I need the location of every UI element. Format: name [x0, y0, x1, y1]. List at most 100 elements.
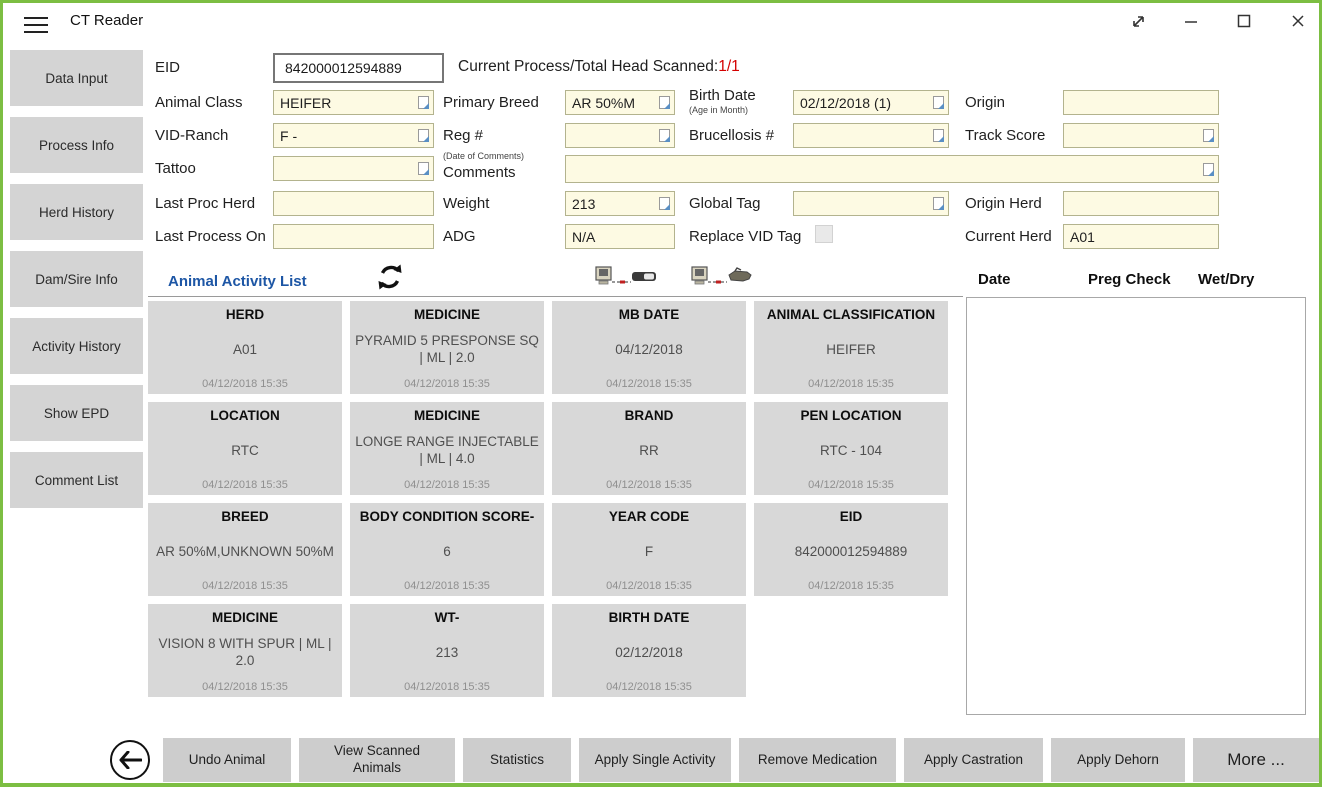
vid-ranch-label: VID-Ranch [155, 127, 229, 144]
activity-card[interactable]: PEN LOCATION RTC - 104 04/12/2018 15:35 [754, 402, 948, 495]
reg-num-label: Reg # [443, 127, 484, 144]
back-button[interactable] [110, 740, 150, 780]
more-button[interactable]: More ... [1193, 738, 1319, 782]
activity-card[interactable]: MEDICINE PYRAMID 5 PRESPONSE SQ | ML | 2.… [350, 301, 544, 394]
card-value: A01 [232, 341, 258, 357]
card-title: MEDICINE [413, 408, 480, 423]
close-icon[interactable] [1283, 9, 1313, 33]
resize-icon[interactable] [1123, 9, 1153, 33]
card-title: HERD [225, 307, 265, 322]
tattoo-label: Tattoo [155, 160, 196, 177]
activity-card[interactable]: HERD A01 04/12/2018 15:35 [148, 301, 342, 394]
minimize-icon[interactable] [1176, 9, 1206, 33]
maximize-icon[interactable] [1229, 9, 1259, 33]
scan-counter-value: 1/1 [718, 58, 740, 75]
activity-card[interactable]: BODY CONDITION SCORE- 6 04/12/2018 15:35 [350, 503, 544, 596]
origin-label: Origin [965, 94, 1006, 111]
edit-note-icon[interactable] [933, 96, 944, 109]
card-timestamp: 04/12/2018 15:35 [202, 479, 288, 491]
sidebar-item-label: Data Input [45, 70, 108, 86]
card-title: MB DATE [618, 307, 680, 322]
activity-card[interactable]: MEDICINE VISION 8 WITH SPUR | ML | 2.0 04/… [148, 604, 342, 697]
remove-medication-button[interactable]: Remove Medication [739, 738, 896, 782]
comments-field[interactable] [565, 155, 1219, 183]
card-timestamp: 04/12/2018 15:35 [808, 378, 894, 390]
activity-card[interactable]: YEAR CODE F 04/12/2018 15:35 [552, 503, 746, 596]
card-value: 6 [443, 543, 451, 559]
weight-field[interactable]: 213 [565, 191, 675, 216]
sidebar-item-comment-list[interactable]: Comment List [10, 452, 143, 508]
button-label: Undo Animal [188, 751, 266, 767]
sidebar-item-herd-history[interactable]: Herd History [10, 184, 143, 240]
apply-castration-button[interactable]: Apply Castration [904, 738, 1043, 782]
activity-card[interactable]: BRAND RR 04/12/2018 15:35 [552, 402, 746, 495]
adg-field[interactable]: N/A [565, 224, 675, 249]
activity-card[interactable]: ANIMAL CLASSIFICATION HEIFER 04/12/2018 15… [754, 301, 948, 394]
birth-date-field[interactable]: 02/12/2018 (1) [793, 90, 949, 115]
sidebar-item-label: Comment List [34, 472, 119, 488]
last-process-on-field[interactable] [273, 224, 434, 249]
birth-date-sublabel: (Age in Month) [689, 105, 749, 115]
edit-note-icon[interactable] [1203, 162, 1214, 176]
edit-note-icon[interactable] [418, 129, 429, 142]
activity-card[interactable]: MEDICINE LONGE RANGE INJECTABLE | ML | 4.… [350, 402, 544, 495]
sidebar-item-show-epd[interactable]: Show EPD [10, 385, 143, 441]
animal-class-field[interactable]: HEIFER [273, 90, 434, 115]
preg-check-list[interactable] [966, 297, 1306, 715]
current-herd-field[interactable]: A01 [1063, 224, 1219, 249]
replace-vid-tag-checkbox[interactable] [815, 225, 833, 243]
activity-card[interactable]: EID 842000012594889 04/12/2018 15:35 [754, 503, 948, 596]
tattoo-field[interactable] [273, 156, 434, 181]
apply-single-activity-button[interactable]: Apply Single Activity [579, 738, 731, 782]
edit-note-icon[interactable] [659, 197, 670, 210]
edit-note-icon[interactable] [659, 129, 670, 142]
primary-breed-label: Primary Breed [443, 94, 539, 111]
comments-sublabel: (Date of Comments) [443, 151, 525, 161]
hamburger-menu-icon[interactable] [24, 12, 48, 33]
sidebar-item-data-input[interactable]: Data Input [10, 50, 143, 106]
sidebar-item-activity-history[interactable]: Activity History [10, 318, 143, 374]
activity-card[interactable]: BIRTH DATE 02/12/2018 04/12/2018 15:35 [552, 604, 746, 697]
origin-field[interactable] [1063, 90, 1219, 115]
card-timestamp: 04/12/2018 15:35 [606, 681, 692, 693]
edit-note-icon[interactable] [933, 197, 944, 210]
edit-note-icon[interactable] [418, 96, 429, 109]
last-proc-herd-label: Last Proc Herd [155, 195, 256, 212]
apply-dehorn-button[interactable]: Apply Dehorn [1051, 738, 1185, 782]
sidebar-item-dam-sire-info[interactable]: Dam/Sire Info [10, 251, 143, 307]
activity-card[interactable]: LOCATION RTC 04/12/2018 15:35 [148, 402, 342, 495]
edit-note-icon[interactable] [933, 129, 944, 142]
global-tag-field[interactable] [793, 191, 949, 216]
animal-class-value: HEIFER [280, 94, 332, 111]
reg-num-field[interactable] [565, 123, 675, 148]
origin-herd-field[interactable] [1063, 191, 1219, 216]
reader-to-animal-icon[interactable] [691, 265, 753, 294]
vid-ranch-field[interactable]: F - [273, 123, 434, 148]
track-score-field[interactable] [1063, 123, 1219, 148]
activity-card[interactable]: BREED AR 50%M,UNKNOWN 50%M 04/12/2018 15:3… [148, 503, 342, 596]
undo-animal-button[interactable]: Undo Animal [163, 738, 291, 782]
edit-note-icon[interactable] [418, 162, 429, 175]
track-score-label: Track Score [965, 127, 1046, 144]
reader-to-tag-icon[interactable] [595, 265, 657, 294]
activity-card[interactable]: WT- 213 04/12/2018 15:35 [350, 604, 544, 697]
card-title: BRAND [624, 408, 674, 423]
button-label: Apply Single Activity [594, 751, 716, 767]
primary-breed-field[interactable]: AR 50%M [565, 90, 675, 115]
button-label: Apply Castration [923, 751, 1024, 767]
adg-value: N/A [572, 228, 596, 245]
card-title: BIRTH DATE [608, 610, 690, 625]
edit-note-icon[interactable] [659, 96, 670, 109]
last-proc-herd-field[interactable] [273, 191, 434, 216]
eid-field[interactable]: 842000012594889 [273, 53, 444, 83]
view-scanned-animals-button[interactable]: View Scanned Animals [299, 738, 455, 782]
card-title: LOCATION [210, 408, 280, 423]
statistics-button[interactable]: Statistics [463, 738, 571, 782]
activity-card[interactable]: MB DATE 04/12/2018 04/12/2018 15:35 [552, 301, 746, 394]
card-timestamp: 04/12/2018 15:35 [404, 378, 490, 390]
sidebar-item-process-info[interactable]: Process Info [10, 117, 143, 173]
brucellosis-field[interactable] [793, 123, 949, 148]
edit-note-icon[interactable] [1203, 129, 1214, 142]
refresh-icon[interactable] [375, 262, 405, 297]
origin-herd-label: Origin Herd [965, 195, 1042, 212]
